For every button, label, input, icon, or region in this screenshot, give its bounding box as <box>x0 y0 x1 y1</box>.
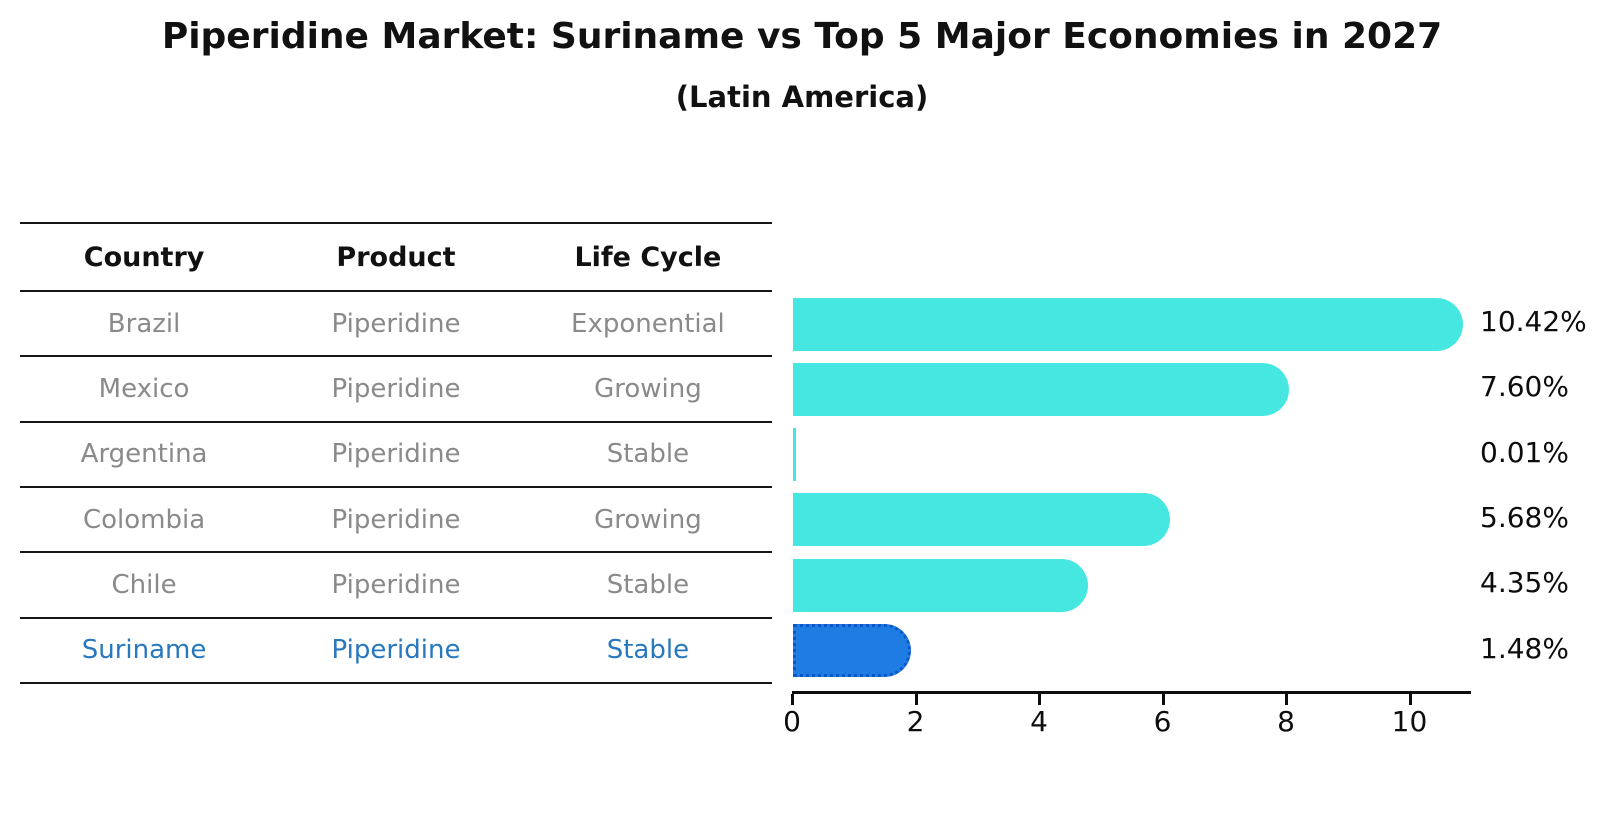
table-cell-product: Piperidine <box>331 439 461 470</box>
table-cell-product: Piperidine <box>331 504 461 535</box>
table-cell-country: Suriname <box>81 635 207 666</box>
x-tick-label: 10 <box>1391 705 1428 738</box>
table-cell-product: Piperidine <box>331 373 461 404</box>
bar-value-label: 0.01% <box>1480 435 1569 469</box>
table-cell-country: Chile <box>111 569 177 600</box>
bar-chile <box>793 558 1089 612</box>
column-header-life-cycle: Life Cycle <box>574 241 722 273</box>
column-header-country: Country <box>83 241 205 273</box>
bar-suriname <box>793 624 911 678</box>
x-axis-tick <box>914 694 918 705</box>
x-tick-label: 0 <box>783 705 801 738</box>
bar-brazil <box>793 297 1463 351</box>
bar-value-label: 1.48% <box>1480 631 1569 665</box>
bar-value-label: 10.42% <box>1480 305 1587 338</box>
bar-value-label: 5.68% <box>1480 500 1569 534</box>
table-cell-country: Argentina <box>80 439 208 470</box>
table-cell-life-cycle: Growing <box>594 373 702 404</box>
x-axis-tick <box>1038 694 1041 705</box>
table-row: Brazil Piperidine Exponential <box>20 292 772 358</box>
x-axis-tick <box>1161 694 1165 705</box>
table-cell-product: Piperidine <box>331 569 461 600</box>
x-axis-tick <box>791 694 794 705</box>
x-tick-label: 2 <box>906 705 925 738</box>
table-cell-life-cycle: Stable <box>606 569 690 600</box>
bar-value-label: 7.60% <box>1480 370 1569 404</box>
table-cell-life-cycle: Exponential <box>571 308 725 339</box>
bar-argentina <box>793 428 796 482</box>
table-cell-life-cycle: Stable <box>606 439 690 470</box>
x-tick-label: 6 <box>1153 705 1172 738</box>
table-row: Mexico Piperidine Growing <box>20 357 772 423</box>
table-cell-life-cycle: Growing <box>594 504 702 535</box>
chart-title: Piperidine Market: Suriname vs Top 5 Maj… <box>161 16 1443 57</box>
table-row: Chile Piperidine Stable <box>20 553 772 619</box>
column-header-product: Product <box>336 241 456 273</box>
x-axis-spine <box>792 691 1471 694</box>
bar-colombia <box>793 493 1171 547</box>
table-row-suriname-highlight: Suriname Piperidine Stable <box>20 619 772 684</box>
table-row: Argentina Piperidine Stable <box>20 423 772 488</box>
table-cell-country: Mexico <box>98 373 190 404</box>
table-header-row: Country Product Life Cycle <box>20 224 772 292</box>
table-cell-life-cycle: Stable <box>606 635 690 666</box>
table-row: Colombia Piperidine Growing <box>20 488 772 554</box>
x-axis-tick <box>1285 694 1288 705</box>
table-cell-product: Piperidine <box>331 635 461 666</box>
country-table: Country Product Life Cycle Brazil Piperi… <box>20 222 772 684</box>
bar-value-label: 4.35% <box>1480 566 1569 600</box>
table-cell-country: Colombia <box>82 504 206 535</box>
x-tick-label: 4 <box>1030 705 1048 738</box>
table-cell-product: Piperidine <box>331 308 461 339</box>
bar-mexico <box>793 362 1289 416</box>
chart-subtitle: (Latin America) <box>675 80 929 114</box>
x-tick-label: 8 <box>1277 705 1295 738</box>
x-axis-tick <box>1408 694 1412 705</box>
table-cell-country: Brazil <box>107 308 181 339</box>
